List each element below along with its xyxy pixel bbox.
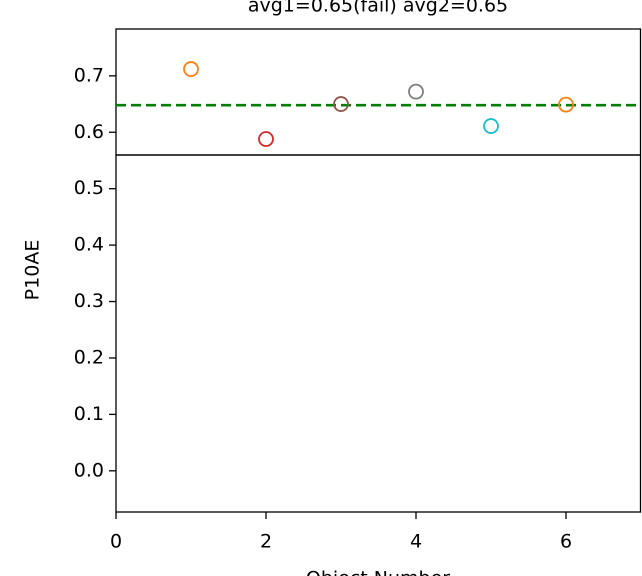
y-tick-label: 0.3	[74, 290, 104, 312]
point	[333, 96, 349, 112]
point	[558, 96, 574, 113]
point	[408, 83, 424, 100]
point	[183, 61, 199, 77]
x-tick-label: 6	[560, 531, 572, 553]
x-axis-label: Object Number	[306, 568, 450, 576]
plot-frame	[115, 28, 642, 513]
point	[483, 118, 499, 134]
y-tick-label: 0.2	[74, 346, 104, 368]
y-tick-label: 0.4	[74, 234, 104, 256]
x-tick-label: 4	[410, 531, 422, 553]
y-tick-label: 0.5	[74, 177, 104, 199]
y-tick-label: 0.0	[74, 459, 104, 481]
y-tick-label: 0.1	[74, 403, 104, 425]
chart-title: avg1=0.65(fail) avg2=0.65	[248, 0, 508, 17]
y-tick-label: 0.7	[74, 64, 104, 86]
y-tick-label: 0.6	[74, 121, 104, 143]
x-tick-label: 0	[110, 531, 122, 553]
y-axis-label: P10AE	[22, 240, 44, 301]
x-tick-label: 2	[260, 531, 272, 553]
point	[258, 131, 274, 147]
